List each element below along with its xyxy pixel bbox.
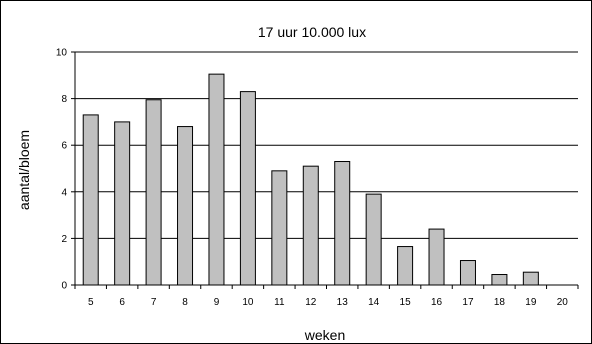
- x-tick-label: 11: [274, 297, 285, 308]
- bar: [459, 260, 476, 286]
- bar: [302, 165, 319, 286]
- y-tick-labels: 0 2 4 6 8 10: [56, 48, 68, 292]
- bar: [145, 99, 162, 286]
- bar: [491, 274, 508, 286]
- bars: [82, 73, 539, 286]
- x-tick-labels: 5 6 7 8 9 10 11 12 13 14 15 16 17 18 19 20: [88, 297, 568, 308]
- bar: [177, 126, 194, 286]
- x-tick-label: 17: [462, 297, 474, 308]
- x-tick-label: 8: [182, 297, 188, 308]
- x-tick-label: 20: [557, 297, 569, 308]
- y-tick-label: 10: [56, 48, 68, 59]
- bar: [208, 73, 225, 286]
- y-tick-label: 8: [61, 94, 67, 105]
- x-tick-label: 12: [305, 297, 317, 308]
- bar: [522, 271, 539, 286]
- bar: [271, 170, 288, 286]
- bar: [239, 91, 256, 286]
- x-tick-label: 6: [119, 297, 125, 308]
- y-tick-label: 2: [61, 234, 67, 245]
- x-tick-label: 16: [431, 297, 443, 308]
- x-tick-label: 19: [525, 297, 537, 308]
- bar: [114, 121, 131, 286]
- y-tick-label: 6: [61, 141, 67, 152]
- y-tick-label: 4: [61, 187, 67, 198]
- bar: [397, 246, 414, 286]
- bar: [365, 193, 382, 286]
- x-tick-label: 9: [214, 297, 220, 308]
- y-axis-label: aantal/bloem: [16, 130, 32, 210]
- x-axis-label: weken: [304, 327, 345, 343]
- x-tick-label: 14: [368, 297, 380, 308]
- y-tick-label: 0: [61, 281, 67, 292]
- x-tick-label: 10: [242, 297, 254, 308]
- x-tick-label: 15: [400, 297, 412, 308]
- x-tick-label: 13: [337, 297, 349, 308]
- axes: [71, 51, 579, 289]
- x-tick-label: 18: [494, 297, 506, 308]
- bar: [82, 114, 99, 286]
- x-tick-label: 7: [151, 297, 157, 308]
- x-tick-label: 5: [88, 297, 94, 308]
- bar: [428, 228, 445, 286]
- chart-title: 17 uur 10.000 lux: [258, 24, 366, 40]
- bar: [334, 161, 351, 286]
